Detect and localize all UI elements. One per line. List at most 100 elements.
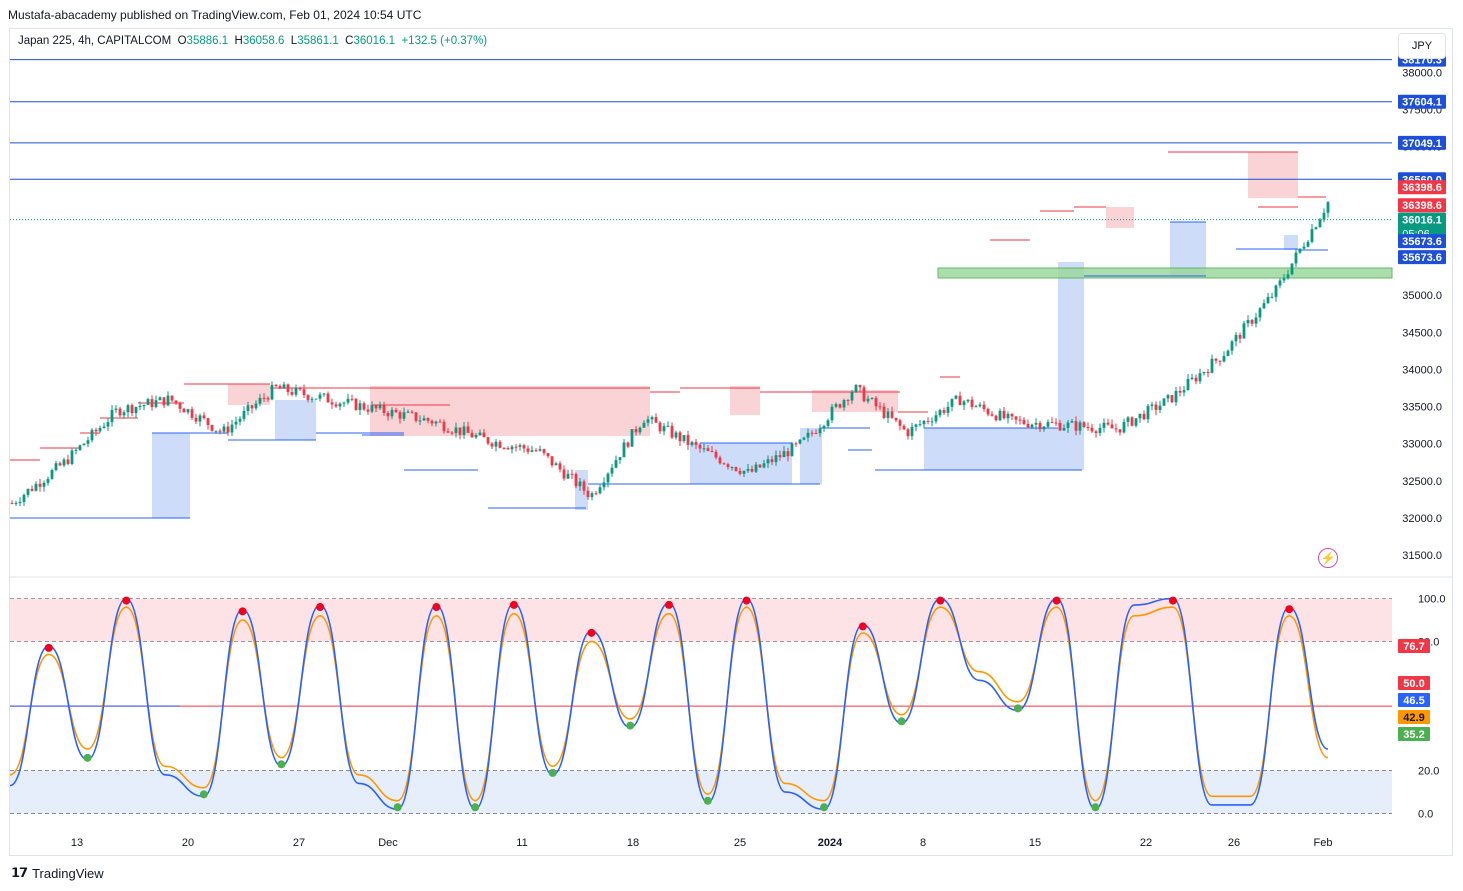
- candle-body: [870, 398, 874, 400]
- candle-body: [90, 429, 94, 441]
- candle-body: [1122, 421, 1126, 433]
- stoch-value-label: 35.2: [1398, 727, 1430, 741]
- candle-body: [186, 409, 190, 413]
- candle-body: [318, 394, 322, 399]
- candle-body: [1098, 427, 1102, 434]
- candle-body: [1010, 413, 1014, 417]
- candle-body: [78, 445, 82, 450]
- candle-body: [74, 449, 78, 451]
- candle-body: [454, 427, 458, 433]
- candle-body: [398, 412, 402, 419]
- candle-body: [462, 426, 466, 435]
- sell-signal-dot: [1168, 596, 1177, 605]
- candle-body: [786, 451, 790, 457]
- candle-body: [990, 414, 994, 416]
- candle-body: [146, 399, 150, 405]
- price-axis-label-bg: [1398, 180, 1446, 195]
- candle-body: [894, 417, 898, 421]
- sell-signal-dot: [509, 600, 518, 609]
- candle-body: [490, 443, 494, 447]
- candle-body: [738, 470, 742, 474]
- time-tick-label: 11: [516, 837, 527, 849]
- buy-signal-dot: [897, 717, 906, 726]
- price-tick-label: 34500.0: [1402, 327, 1442, 339]
- candle-body: [226, 426, 230, 433]
- candle-body: [818, 428, 822, 434]
- candle-body: [1162, 398, 1166, 406]
- candle-body: [770, 459, 774, 463]
- price-tick-label: 31500.0: [1402, 550, 1442, 562]
- candle-body: [930, 421, 934, 423]
- candle-body: [506, 448, 510, 450]
- candle-body: [1102, 422, 1106, 428]
- candle-body: [190, 409, 194, 418]
- candle-body: [782, 451, 786, 458]
- sell-signal-dot: [858, 622, 867, 631]
- candle-body: [1106, 422, 1110, 425]
- candle-body: [238, 418, 242, 422]
- candles-layer: [10, 201, 1330, 507]
- price-tick-label: 35000.0: [1402, 290, 1442, 302]
- candle-body: [654, 417, 658, 423]
- candle-body: [530, 450, 534, 452]
- price-tick-label: 34000.0: [1402, 364, 1442, 376]
- candle-body: [426, 418, 430, 421]
- time-tick-label: 22: [1140, 837, 1152, 849]
- candle-body: [1074, 421, 1078, 431]
- candle-body: [378, 404, 382, 409]
- candle-body: [698, 444, 702, 449]
- candle-body: [1134, 418, 1138, 426]
- candle-body: [1090, 427, 1094, 432]
- candle-body: [922, 420, 926, 425]
- candle-body: [790, 443, 794, 457]
- candle-body: [202, 415, 206, 419]
- candle-body: [50, 470, 54, 479]
- stochastic-layer: [9, 596, 1392, 814]
- candle-body: [962, 401, 966, 406]
- candle-body: [298, 387, 302, 390]
- candle-body: [346, 398, 350, 403]
- candle-body: [1118, 429, 1122, 433]
- candle-body: [978, 404, 982, 407]
- sell-signal-dot: [44, 643, 53, 652]
- stoch-tick-label: 20.0: [1418, 766, 1439, 778]
- candle-body: [1034, 422, 1038, 425]
- candle-body: [1210, 358, 1214, 373]
- price-tick-label: 33000.0: [1402, 439, 1442, 451]
- currency-button[interactable]: JPY: [1398, 33, 1446, 59]
- candle-body: [126, 405, 130, 413]
- candle-body: [938, 410, 942, 416]
- candle-body: [714, 451, 718, 458]
- candle-body: [130, 405, 134, 414]
- stoch-value-label-bg: [1398, 676, 1430, 690]
- candle-body: [830, 406, 834, 421]
- supply-zone: [730, 386, 760, 415]
- candle-body: [1262, 303, 1266, 309]
- candle-body: [1058, 422, 1062, 431]
- candle-body: [1138, 413, 1142, 419]
- price-axis-label: 37049.1: [1398, 135, 1446, 150]
- close-label: C: [345, 35, 354, 47]
- candle-body: [842, 400, 846, 408]
- candle-body: [1314, 227, 1318, 230]
- candle-body: [686, 435, 690, 445]
- tradingview-logo[interactable]: 𝟭𝟳 TradingView: [11, 865, 104, 881]
- candle-body: [602, 482, 606, 488]
- candle-body: [974, 406, 978, 408]
- price-axis-label: 37604.1: [1398, 94, 1446, 109]
- price-axis-label-bg: [1398, 250, 1446, 265]
- price-axis-label-bg: [1398, 94, 1446, 109]
- sell-signal-dot: [587, 628, 596, 637]
- candle-body: [366, 409, 370, 412]
- candle-body: [570, 473, 574, 475]
- candle-body: [1178, 390, 1182, 393]
- candle-body: [826, 420, 830, 426]
- price-tick-label: 33500.0: [1402, 402, 1442, 414]
- candle-body: [30, 488, 34, 491]
- candle-body: [610, 467, 614, 474]
- candle-body: [66, 459, 70, 464]
- lightning-icon[interactable]: ⚡: [1318, 548, 1338, 568]
- candle-body: [906, 429, 910, 437]
- candle-body: [1002, 410, 1006, 419]
